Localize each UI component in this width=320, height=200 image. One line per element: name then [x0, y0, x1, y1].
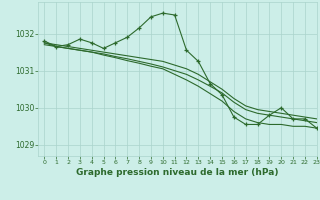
X-axis label: Graphe pression niveau de la mer (hPa): Graphe pression niveau de la mer (hPa) [76, 168, 279, 177]
